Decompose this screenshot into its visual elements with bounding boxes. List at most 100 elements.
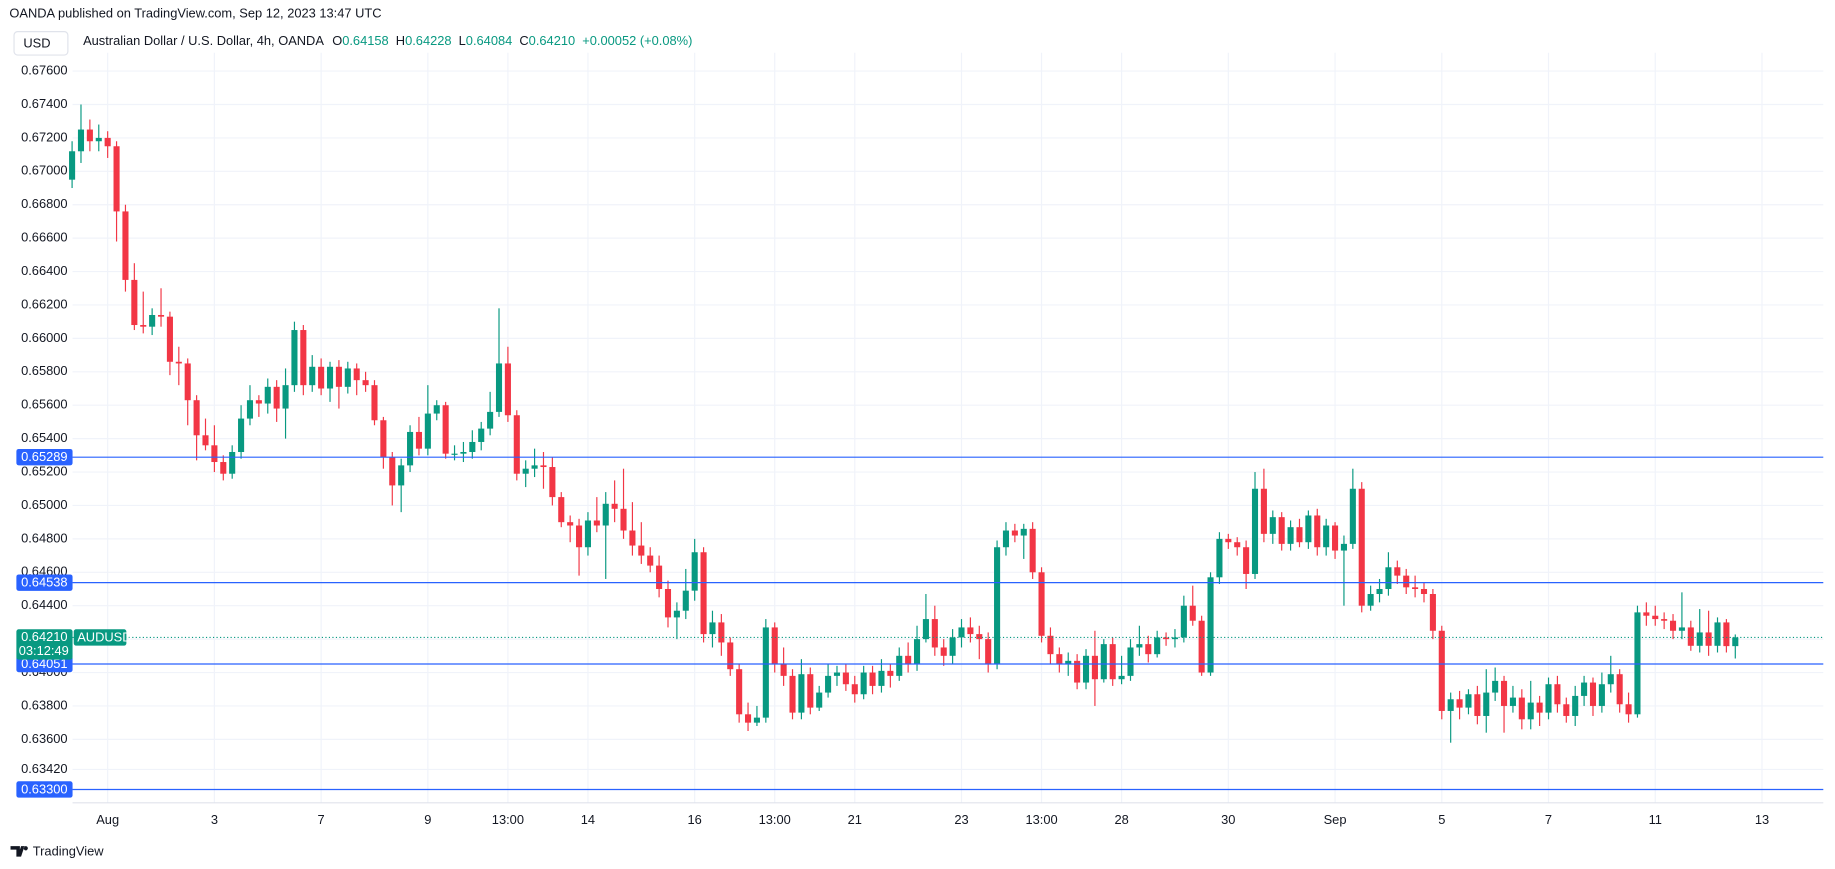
candle-body	[1563, 704, 1570, 716]
ohlc-key: C	[519, 34, 528, 49]
candle-body	[1669, 620, 1677, 631]
candle-body	[1420, 588, 1428, 595]
candle-body	[69, 151, 76, 180]
candle-body	[398, 465, 405, 486]
candle-body	[1367, 594, 1374, 606]
candle-body	[1589, 682, 1597, 706]
candle-body	[1376, 588, 1383, 595]
countdown: 03:12:49	[19, 643, 69, 658]
candle-body	[825, 675, 832, 693]
candle-body	[1065, 660, 1072, 665]
candle-body	[1607, 674, 1614, 685]
candle-body	[220, 462, 227, 474]
y-tick-label: 0.64400	[21, 597, 67, 612]
candle-body	[771, 627, 778, 665]
symbol-tag	[73, 629, 127, 646]
candle-body	[567, 522, 574, 526]
currency[interactable]: USD	[23, 35, 50, 50]
candle-body	[1598, 684, 1605, 706]
candle-body	[807, 674, 814, 708]
candle-body	[1020, 528, 1027, 536]
candle-body	[166, 316, 173, 362]
candle-body	[1545, 684, 1552, 713]
candle-body	[1145, 644, 1152, 655]
candle-body	[380, 420, 387, 458]
candle-body	[1234, 542, 1241, 548]
candle-body	[994, 547, 1001, 665]
candle-body	[478, 428, 485, 442]
candle-body	[1385, 567, 1392, 589]
last-price-tag	[16, 629, 73, 660]
candle-body	[789, 675, 796, 713]
candle-body	[1002, 530, 1010, 548]
candle-body	[504, 363, 511, 416]
x-tick-label: 13:00	[1025, 812, 1057, 827]
candle-body	[1198, 620, 1205, 673]
candle-body	[522, 468, 529, 474]
candle-body	[335, 366, 342, 387]
candle-body	[753, 717, 760, 723]
price-line-label: 0.65289	[21, 449, 67, 464]
candle-body	[1082, 655, 1090, 683]
brand-logo	[10, 846, 28, 857]
candle-body	[1314, 515, 1321, 548]
x-tick-label: 7	[1545, 812, 1552, 827]
x-tick-label: 21	[848, 812, 862, 827]
candle-body	[1465, 694, 1472, 708]
candle-body	[1323, 525, 1330, 548]
candle-body	[1011, 530, 1018, 536]
candle-body	[451, 453, 458, 455]
candle-body	[1438, 630, 1445, 711]
candle-body	[1269, 517, 1276, 534]
x-tick-label: 5	[1438, 812, 1445, 827]
candle-body	[887, 670, 894, 676]
candle-body	[229, 451, 236, 474]
x-tick-label: 11	[1649, 812, 1662, 827]
y-tick-label: 0.66000	[21, 330, 67, 345]
candle-body	[745, 714, 752, 723]
currency-button[interactable]	[13, 31, 69, 56]
y-tick-label: 0.64800	[21, 530, 67, 545]
candle-body	[104, 137, 111, 147]
candle-body	[1723, 622, 1730, 647]
ohlc-key: H	[396, 34, 405, 49]
candle-body	[1412, 587, 1419, 589]
candle-body	[362, 380, 369, 386]
candle-body	[300, 330, 307, 386]
candle-body	[140, 325, 147, 327]
symbol-label: AUDUSD	[77, 629, 131, 644]
candle-body	[842, 672, 849, 685]
y-tick-label: 0.67600	[21, 62, 67, 77]
candle-body	[246, 400, 254, 419]
candle-body	[1163, 637, 1170, 640]
ohlc-key: O	[332, 34, 342, 49]
candle-body	[113, 146, 120, 212]
candle-body	[638, 545, 645, 556]
candle-body	[1474, 694, 1481, 716]
candle-body	[727, 642, 734, 670]
candle-body	[1278, 517, 1285, 544]
ohlc-key: L	[459, 34, 466, 49]
last-price-label: 0.64210	[21, 629, 67, 644]
candle-body	[184, 363, 191, 401]
candle-body	[1047, 635, 1054, 655]
candle-body	[122, 211, 129, 280]
candle-body	[424, 413, 431, 449]
y-tick-label: 0.65200	[21, 463, 67, 478]
price-line-tag	[16, 448, 73, 466]
ohlc-value: 0.64228	[405, 34, 451, 49]
candle-body	[976, 634, 983, 640]
y-tick-label: 0.66800	[21, 196, 67, 211]
candle-body	[487, 411, 494, 429]
candle-body	[309, 366, 316, 386]
candle-body	[1696, 632, 1703, 646]
x-tick-label: 23	[954, 812, 968, 827]
candle-body	[1643, 612, 1650, 616]
candle-body	[1171, 637, 1179, 640]
candle-body	[540, 465, 547, 468]
candle-body	[949, 637, 956, 656]
candle-body	[1154, 637, 1161, 655]
candle-body	[558, 497, 565, 523]
